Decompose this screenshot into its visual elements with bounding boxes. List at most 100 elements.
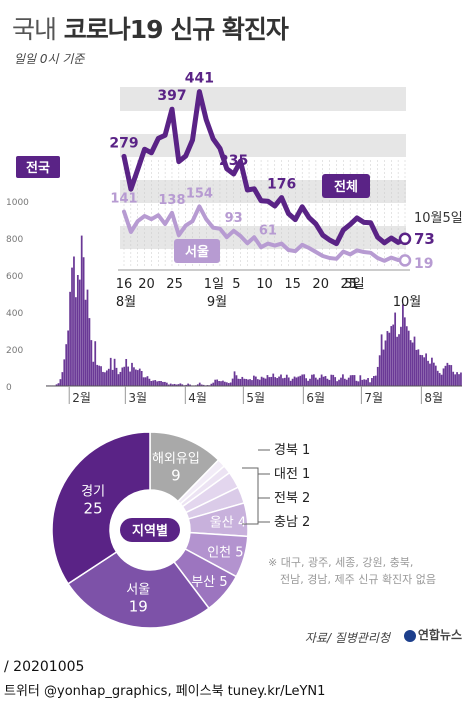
title-main: 코로나19 신규 확진자 xyxy=(63,15,289,44)
slice-name: 경기 xyxy=(81,484,105,499)
bar xyxy=(345,379,348,386)
bar xyxy=(444,365,447,386)
slice-value: 19 xyxy=(129,598,148,616)
bar xyxy=(253,375,255,386)
bar xyxy=(100,366,102,386)
bar xyxy=(440,374,443,387)
point-label: 441 xyxy=(185,71,214,87)
logo-text: 연합뉴스 xyxy=(417,628,462,642)
bar xyxy=(460,372,462,386)
bar xyxy=(386,331,389,387)
bar xyxy=(425,353,427,386)
x-tick-label: 1 xyxy=(350,277,358,292)
donut-slice xyxy=(67,550,211,629)
bar xyxy=(167,384,170,386)
bar xyxy=(94,341,97,386)
logo-icon xyxy=(403,629,416,642)
bar xyxy=(133,367,135,386)
bar xyxy=(123,366,126,386)
bar xyxy=(233,371,236,386)
bar xyxy=(175,384,178,386)
bar xyxy=(142,377,145,387)
bar xyxy=(363,379,366,386)
bottom-strip xyxy=(0,655,474,707)
point-label: 93 xyxy=(225,211,243,226)
bar xyxy=(336,381,338,386)
bar xyxy=(177,384,180,386)
bar xyxy=(220,381,222,386)
bar xyxy=(340,377,342,386)
bar xyxy=(88,318,91,386)
bar xyxy=(396,336,398,386)
bar xyxy=(361,379,364,387)
x-tick-label: 1일 xyxy=(204,277,224,292)
side-bracket xyxy=(242,467,259,525)
bar xyxy=(307,380,309,386)
bar xyxy=(181,384,184,386)
bar xyxy=(446,362,449,387)
bar xyxy=(322,376,325,386)
bar xyxy=(146,376,149,386)
bar xyxy=(136,370,139,386)
bar xyxy=(111,369,114,386)
bar xyxy=(328,379,331,387)
bar xyxy=(318,377,321,386)
bar xyxy=(189,384,191,386)
bar xyxy=(264,378,267,386)
series-tag-bg xyxy=(174,239,220,263)
bar xyxy=(152,380,155,386)
bar xyxy=(384,340,387,386)
national-bar-chart: 전국 1000 800 600 400 200 0 2월 3월 4월 5월 6월 7월 8월 9월 10월 xyxy=(6,156,462,405)
national-tag-bg xyxy=(16,156,60,178)
bar xyxy=(98,365,100,386)
bar xyxy=(113,358,116,386)
bar xyxy=(107,368,110,386)
bar xyxy=(202,384,205,386)
bar xyxy=(293,376,296,386)
bar xyxy=(423,357,426,386)
bar xyxy=(109,357,112,386)
bar xyxy=(57,383,60,386)
bar xyxy=(268,377,271,386)
bar xyxy=(144,377,147,387)
bar xyxy=(171,384,174,386)
y-tick-label: 400 xyxy=(6,309,23,319)
bar xyxy=(330,374,333,387)
bar xyxy=(373,376,375,386)
bar xyxy=(280,374,282,386)
bar xyxy=(374,375,377,386)
bar xyxy=(187,383,189,386)
y-tick-label: 0 xyxy=(6,383,12,393)
bar xyxy=(295,377,298,386)
bar xyxy=(239,378,242,386)
bar xyxy=(117,374,120,386)
month-label: 3월 xyxy=(128,391,147,405)
x-tick-label: 20 xyxy=(312,277,329,292)
bar xyxy=(241,376,244,386)
point-label: 61 xyxy=(259,224,277,239)
point-label: 138 xyxy=(158,193,185,208)
center-label-text: 지역별 xyxy=(132,523,168,539)
bar xyxy=(196,384,199,386)
bar xyxy=(200,384,203,386)
bar xyxy=(67,330,70,386)
center-label: 지역별 xyxy=(120,518,180,542)
point-label: 154 xyxy=(186,186,213,201)
bar xyxy=(343,378,346,386)
bar xyxy=(324,376,327,386)
bar xyxy=(276,378,278,386)
bar xyxy=(378,355,381,386)
bar xyxy=(140,371,143,386)
bar xyxy=(121,367,124,386)
bar xyxy=(429,363,431,386)
month-label: 4월 xyxy=(188,391,207,405)
bar xyxy=(282,378,284,386)
bar xyxy=(135,369,137,386)
bar xyxy=(371,378,373,386)
bar xyxy=(119,371,122,386)
bar xyxy=(78,279,81,386)
end-seoul-label: 19 xyxy=(414,256,433,272)
bar xyxy=(129,371,131,386)
bar xyxy=(326,378,329,386)
bar xyxy=(216,379,219,387)
